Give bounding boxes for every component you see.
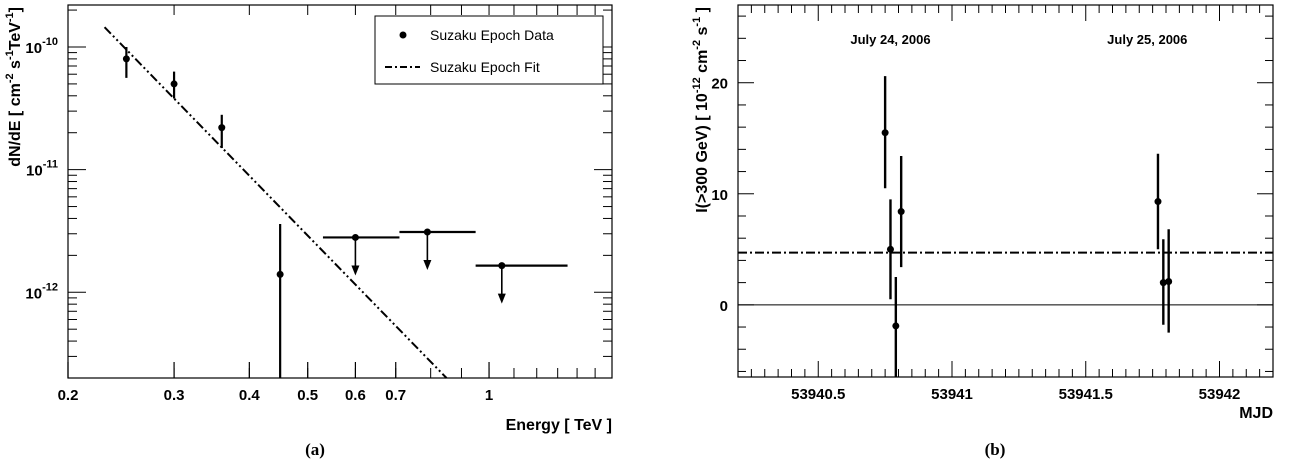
y-axis-title-part: s [7, 60, 24, 73]
y-tick-base: 10 [25, 40, 42, 57]
y-axis-title-part: -1 [4, 12, 16, 22]
y-axis-title-part: -12 [691, 77, 703, 93]
y-axis-title-part: s [694, 26, 711, 39]
y-tick-base: 10 [26, 163, 43, 180]
x-axis-title: MJD [1239, 405, 1273, 422]
data-point [170, 80, 178, 88]
x-tick-label: 0.3 [164, 387, 185, 404]
legend-data-marker [399, 31, 407, 39]
y-axis-title-part: ] [7, 7, 24, 12]
legend-box [374, 15, 604, 85]
x-tick-label: 0.4 [239, 387, 261, 404]
y-axis-title-part: -2 [4, 73, 16, 83]
data-point [892, 322, 900, 330]
fit-line [103, 26, 448, 379]
y-tick-label: 10 [711, 187, 728, 204]
data-point [1165, 278, 1173, 286]
y-tick-label: 20 [711, 76, 728, 93]
data-point [1154, 198, 1162, 206]
upper-limit-arrow [497, 293, 506, 304]
x-tick-label: 0.5 [297, 387, 318, 404]
data-point [218, 124, 226, 132]
x-tick-label: 53941 [931, 386, 973, 403]
data-point [1159, 279, 1167, 287]
y-axis-title-part: I(>300 GeV) [ 10 [694, 93, 711, 213]
data-point [881, 129, 889, 137]
y-tick-exponent: -12 [42, 281, 58, 293]
panel-b-lightcurve: 53940.5 53941 53941.5 53942 0 10 20 July 24, 20… [660, 0, 1295, 468]
data-point [122, 55, 130, 63]
date-annotation: July 25, 2006 [1107, 32, 1187, 47]
panel-a-caption: (a) [305, 440, 325, 459]
y-tick-label: 10-10 [25, 36, 58, 57]
plot-frame [737, 4, 1274, 378]
y-axis-title-part: TeV [7, 22, 24, 50]
legend-data-label: Suzaku Epoch Data [430, 27, 554, 43]
y-axis-title-part: -2 [691, 40, 703, 50]
x-tick-label: 53942 [1199, 386, 1241, 403]
y-axis-title-part: -1 [4, 50, 16, 60]
y-tick-exponent: -11 [43, 159, 58, 171]
y-axis-title: dN/dE [ cm-2 s-1TeV-1] [4, 7, 24, 167]
y-axis-title: I(>300 GeV) [ 10-12 cm-2 s-1 ] [691, 7, 711, 213]
spectrum-plot: 0.2 0.3 0.4 0.5 0.6 0.7 110-1010-1110-12Suzaku… [4, 4, 613, 434]
x-tick-label: 1 [485, 387, 493, 404]
x-axis-title: Energy [ TeV ] [506, 417, 612, 434]
x-tick-label: 53940.5 [791, 386, 845, 403]
y-axis-title-part: cm [694, 50, 711, 78]
legend-fit-label: Suzaku Epoch Fit [430, 59, 540, 75]
upper-limit-arrow [423, 260, 432, 271]
data-point [276, 270, 284, 278]
y-axis-title-part: ] [694, 7, 711, 17]
x-tick-label: 0.7 [385, 387, 406, 404]
panel-b-caption: (b) [984, 440, 1006, 459]
upper-limit-arrow [351, 265, 360, 276]
x-tick-label: 53941.5 [1059, 386, 1113, 403]
y-tick-exponent: -10 [42, 36, 58, 48]
date-annotation: July 24, 2006 [850, 32, 930, 47]
y-tick-label: 10-11 [26, 159, 58, 180]
plot-frame [67, 4, 613, 379]
x-tick-label: 0.2 [58, 387, 79, 404]
data-point [886, 245, 894, 253]
y-tick-base: 10 [25, 285, 42, 302]
y-tick-label: 10-12 [25, 281, 58, 302]
data-point [897, 208, 905, 216]
y-axis-title-part: -1 [691, 17, 703, 27]
lightcurve-plot: 53940.5 53941 53941.5 53942 0 10 20 July 24, 20… [691, 4, 1274, 422]
y-tick-label: 0 [720, 298, 728, 315]
panel-a-spectrum: 0.2 0.3 0.4 0.5 0.6 0.7 1 10-10 10-11 10-12 Suzaku… [0, 0, 630, 468]
x-tick-label: 0.6 [345, 387, 366, 404]
y-axis-title-part: dN/dE [ cm [7, 83, 24, 167]
